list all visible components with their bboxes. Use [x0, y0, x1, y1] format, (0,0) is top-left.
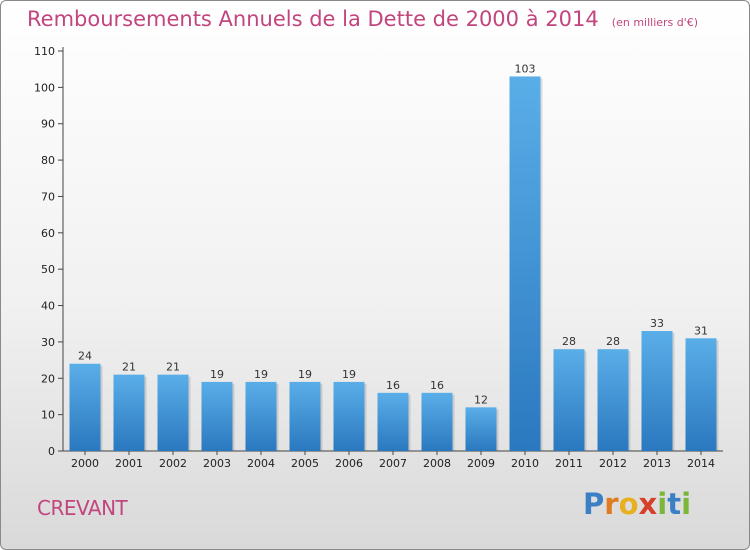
x-tick-label: 2012 [599, 457, 627, 470]
y-tick-label: 0 [48, 445, 55, 458]
y-tick-label: 100 [34, 81, 55, 94]
x-tick-label: 2010 [511, 457, 539, 470]
bar [641, 331, 673, 451]
bar-value-label: 19 [298, 368, 312, 381]
y-tick-label: 30 [41, 336, 55, 349]
bar-value-label: 19 [342, 368, 356, 381]
bar [685, 338, 717, 451]
x-tick-label: 2002 [159, 457, 187, 470]
x-tick-label: 2009 [467, 457, 495, 470]
bar-value-label: 33 [650, 317, 664, 330]
x-tick-label: 2003 [203, 457, 231, 470]
commune-name: CREVANT [37, 496, 128, 520]
bar-value-label: 21 [166, 361, 180, 374]
chart-title: Remboursements Annuels de la Dette de 20… [27, 7, 599, 31]
x-tick-label: 2008 [423, 457, 451, 470]
x-axis: 2000 2001 2002 2003 2004 2005 2006 2007 2008 2009… [63, 450, 723, 470]
brand-letter: i [657, 487, 668, 521]
bar-value-label: 16 [430, 379, 444, 392]
bar-value-label: 28 [562, 335, 576, 348]
bar [333, 381, 365, 451]
x-tick-label: 2014 [687, 457, 715, 470]
bar [553, 349, 585, 451]
bar [157, 374, 189, 451]
x-tick-label: 2011 [555, 457, 583, 470]
bar [289, 381, 321, 451]
brand-letter: t [667, 487, 682, 521]
bar [421, 392, 453, 451]
x-tick-label: 2013 [643, 457, 671, 470]
bar [465, 407, 497, 451]
bar-value-label: 19 [210, 368, 224, 381]
bar [113, 374, 145, 451]
bar [201, 381, 233, 451]
bar [509, 76, 541, 452]
bar [377, 392, 409, 451]
bar-value-label: 31 [694, 324, 708, 337]
x-tick-label: 2007 [379, 457, 407, 470]
brand-letter: o [618, 487, 639, 521]
y-tick-label: 40 [41, 300, 55, 313]
chart-subtitle: (en milliers d'€) [611, 16, 699, 29]
brand-letter: i [681, 487, 692, 521]
bar-value-label: 19 [254, 368, 268, 381]
bar-value-label: 28 [606, 335, 620, 348]
x-tick-label: 2005 [291, 457, 319, 470]
y-tick-label: 50 [41, 263, 55, 276]
brand-letter: P [583, 487, 605, 521]
x-tick-label: 2004 [247, 457, 275, 470]
y-tick-label: 110 [34, 45, 55, 58]
bar-value-label: 16 [386, 379, 400, 392]
y-tick-label: 70 [41, 190, 55, 203]
brand-logo: Proxiti [583, 487, 691, 521]
y-tick-label: 90 [41, 118, 55, 131]
y-tick-label: 20 [41, 372, 55, 385]
bar-value-label: 21 [122, 361, 136, 374]
y-tick-label: 80 [41, 154, 55, 167]
x-tick-label: 2001 [115, 457, 143, 470]
x-tick-label: 2006 [335, 457, 363, 470]
y-axis: 0 10 20 30 40 50 60 70 80 90 100 110 [34, 45, 64, 458]
bar [69, 363, 101, 451]
bars: 24 21 21 19 19 19 19 16 16 12 103 28 28 33 31 [69, 62, 719, 452]
brand-letter: r [604, 487, 619, 521]
x-tick-label: 2000 [71, 457, 99, 470]
brand-letter: x [638, 487, 658, 521]
bar-value-label: 103 [515, 62, 536, 75]
bar [245, 381, 277, 451]
bar-value-label: 12 [474, 393, 488, 406]
bar [597, 349, 629, 451]
y-tick-label: 10 [41, 409, 55, 422]
bar-value-label: 24 [78, 350, 92, 363]
title-row: Remboursements Annuels de la Dette de 20… [27, 7, 698, 31]
y-tick-label: 60 [41, 227, 55, 240]
